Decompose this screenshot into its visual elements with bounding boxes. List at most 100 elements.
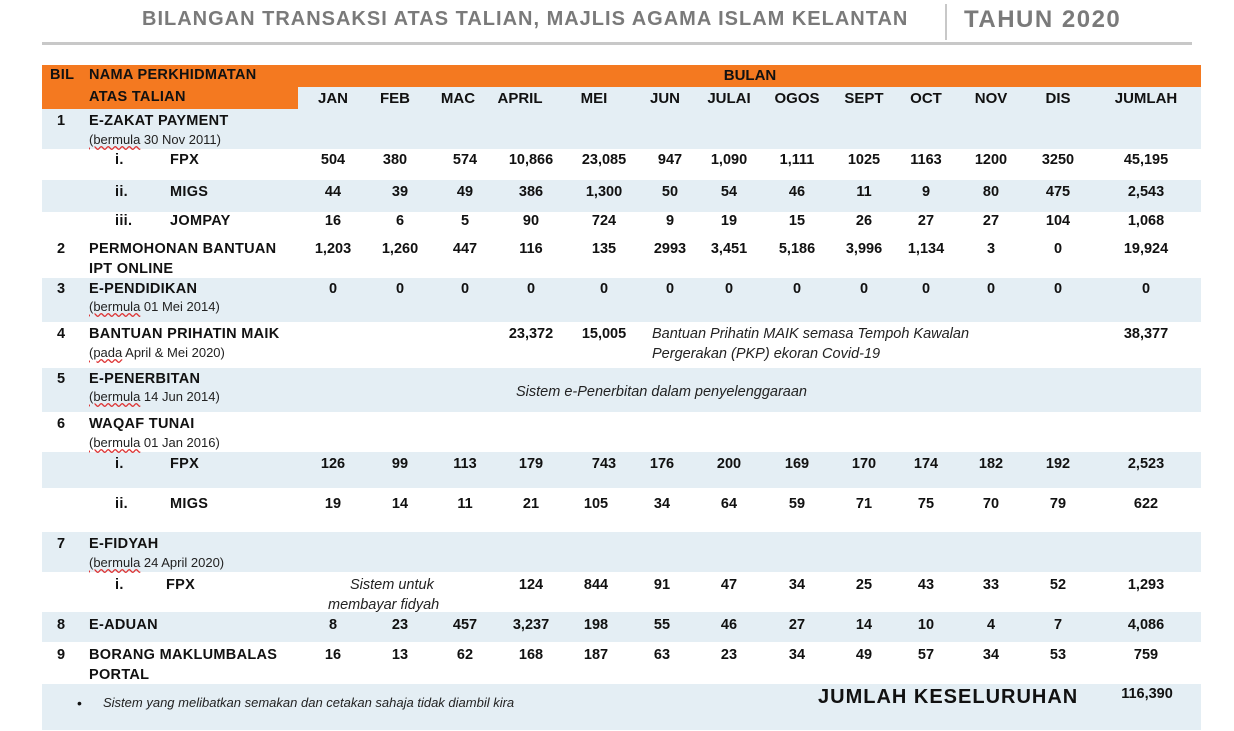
cell-value: 27	[788, 617, 806, 633]
cell-value: 3	[986, 241, 996, 257]
cell-value: 187	[583, 647, 609, 663]
cell-value: 19	[720, 213, 738, 229]
cell-value: 27	[917, 213, 935, 229]
cell-value: 1163	[910, 152, 942, 168]
grand-total-value: 116,390	[1121, 686, 1173, 702]
row-number: 9	[57, 647, 66, 663]
month-header: JUN	[649, 90, 681, 107]
cell-value: 19	[324, 496, 342, 512]
footer-band	[42, 684, 1201, 730]
row-note-cont: membayar fidyah	[328, 597, 440, 613]
cell-value: 15,005	[581, 326, 627, 342]
cell-value: 104	[1045, 213, 1071, 229]
cell-total: 622	[1133, 496, 1159, 512]
cell-value: 1,300	[585, 184, 623, 200]
cell-value: 64	[720, 496, 738, 512]
cell-value: 457	[452, 617, 478, 633]
cell-total: 38,377	[1123, 326, 1169, 342]
cell-value: 200	[716, 456, 742, 472]
cell-value: 99	[391, 456, 409, 472]
cell-value: 21	[522, 496, 540, 512]
cell-value: 79	[1049, 496, 1067, 512]
cell-value: 0	[665, 281, 675, 297]
cell-value: 724	[591, 213, 617, 229]
cell-value: 59	[788, 496, 806, 512]
service-name: E-ADUAN	[89, 617, 158, 633]
row-label: MIGS	[170, 184, 209, 200]
service-start-date: (bermula 14 Jun 2014)	[89, 389, 220, 404]
header-bulan-block	[298, 65, 1201, 87]
row-band	[42, 532, 1201, 572]
service-name: E-PENERBITAN	[89, 371, 201, 387]
cell-value: 10	[917, 617, 935, 633]
cell-value: 475	[1045, 184, 1071, 200]
service-name: WAQAF TUNAI	[89, 416, 195, 432]
month-header: JUMLAH	[1114, 90, 1178, 107]
cell-value: 44	[324, 184, 342, 200]
cell-value: 574	[452, 152, 478, 168]
cell-value: 176	[649, 456, 675, 472]
cell-value: 11	[457, 496, 473, 512]
cell-value: 16	[324, 213, 342, 229]
cell-value: 34	[982, 647, 1000, 663]
service-start-date: (bermula 24 April 2020)	[89, 555, 225, 570]
cell-value: 0	[792, 281, 802, 297]
cell-value: 63	[653, 647, 671, 663]
service-name: E-ZAKAT PAYMENT	[89, 113, 229, 129]
cell-value: 447	[452, 241, 478, 257]
month-header: MEI	[580, 90, 608, 107]
cell-value: 9	[665, 213, 675, 229]
month-header: JULAI	[707, 90, 751, 107]
service-name: BORANG MAKLUMBALAS	[89, 647, 278, 663]
cell-value: 0	[460, 281, 470, 297]
header-months-band	[298, 87, 1201, 109]
cell-value: 0	[1053, 241, 1063, 257]
cell-value: 34	[788, 577, 806, 593]
row-index: iii.	[115, 213, 133, 229]
cell-value: 0	[859, 281, 869, 297]
cell-value: 3,996	[845, 241, 883, 257]
cell-value: 13	[391, 647, 409, 663]
row-label: JOMPAY	[170, 213, 231, 229]
cell-value: 0	[921, 281, 931, 297]
row-band	[42, 278, 1201, 322]
cell-value: 182	[978, 456, 1004, 472]
cell-value: 0	[526, 281, 536, 297]
footer-note: Sistem yang melibatkan semakan dan cetak…	[103, 695, 515, 710]
header-nama-line1: NAMA PERKHIDMATAN	[89, 67, 257, 83]
cell-value: 0	[395, 281, 405, 297]
row-number: 3	[57, 281, 66, 297]
year-label: TAHUN 2020	[964, 6, 1122, 33]
row-number: 1	[57, 113, 66, 129]
service-name-cont: IPT ONLINE	[89, 261, 174, 277]
service-start-date: (bermula 30 Nov 2011)	[89, 132, 221, 147]
cell-value: 47	[720, 577, 738, 593]
cell-value: 27	[982, 213, 1000, 229]
row-band	[42, 612, 1201, 642]
cell-value: 124	[518, 577, 544, 593]
cell-value: 16	[324, 647, 342, 663]
cell-value: 23,372	[508, 326, 554, 342]
cell-value: 9	[921, 184, 931, 200]
cell-value: 23	[391, 617, 409, 633]
cell-value: 844	[583, 577, 609, 593]
cell-value: 1,203	[314, 241, 352, 257]
header-bulan: BULAN	[723, 67, 777, 84]
cell-value: 14	[391, 496, 409, 512]
row-label: MIGS	[170, 496, 209, 512]
cell-value: 49	[456, 184, 474, 200]
cell-value: 1200	[974, 152, 1008, 168]
row-number: 2	[57, 241, 66, 257]
cell-value: 504	[320, 152, 346, 168]
month-header: MAC	[440, 90, 476, 107]
cell-value: 15	[788, 213, 806, 229]
cell-value: 23,085	[581, 152, 627, 168]
service-name: E-PENDIDIKAN	[89, 281, 198, 297]
cell-total: 45,195	[1123, 152, 1169, 168]
row-number: 4	[57, 326, 66, 342]
row-band	[42, 180, 1201, 212]
row-index: i.	[115, 577, 124, 593]
cell-value: 57	[917, 647, 935, 663]
cell-value: 26	[855, 213, 873, 229]
cell-value: 90	[522, 213, 540, 229]
